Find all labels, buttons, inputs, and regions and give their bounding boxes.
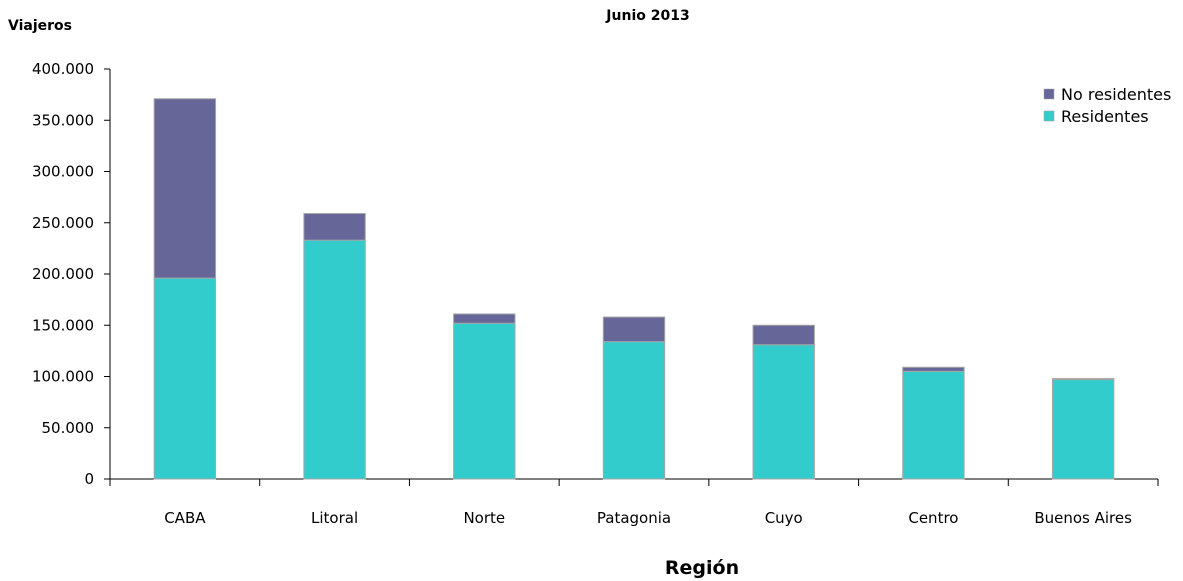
y-tick-label: 350.000 — [32, 111, 94, 129]
x-tick-label: CABA — [164, 509, 206, 527]
x-tick-label: Litoral — [311, 509, 358, 527]
bar-segment — [453, 322, 516, 480]
x-tick-label: Buenos Aires — [1034, 509, 1132, 527]
bar-segment — [303, 239, 366, 480]
y-tick-label: 300.000 — [32, 163, 94, 181]
bar-segment — [153, 277, 217, 480]
x-tick-label: Cuyo — [765, 509, 803, 527]
chart-title: Junio 2013 — [605, 8, 689, 24]
y-tick-label: 0 — [84, 470, 94, 488]
bar-segment — [752, 324, 815, 346]
y-axis: 0 50.000 100.000 150.000 200.000 250.000 300.0… — [32, 60, 111, 488]
y-tick-label: 150.000 — [32, 316, 94, 334]
bar-segment — [902, 370, 965, 480]
bar-segment — [1051, 379, 1115, 480]
y-tick-label: 100.000 — [32, 368, 94, 386]
legend-label: Residentes — [1061, 107, 1149, 126]
x-tick-label: Patagonia — [597, 509, 671, 527]
x-axis-label: Región — [665, 557, 739, 579]
y-axis-label: Viajeros — [8, 18, 72, 34]
legend-swatch — [1043, 88, 1055, 100]
x-axis: CABA Litoral Norte Patagonia Cuyo Centro Bueno… — [109, 478, 1159, 527]
bar-segment — [1051, 378, 1115, 381]
bar-segment — [902, 366, 965, 372]
x-tick-label: Centro — [908, 509, 958, 527]
y-tick-label: 250.000 — [32, 214, 94, 232]
y-tick-label: 200.000 — [32, 265, 94, 283]
legend-swatch — [1043, 110, 1055, 122]
bar-segment — [752, 344, 815, 480]
bars — [153, 98, 1115, 480]
legend: No residentes Residentes — [1043, 85, 1171, 126]
y-tick-label: 50.000 — [42, 419, 95, 437]
legend-label: No residentes — [1061, 85, 1171, 104]
y-tick-label: 400.000 — [32, 60, 94, 78]
bar-segment — [453, 313, 516, 324]
bar-segment — [303, 213, 366, 241]
bar-segment — [602, 316, 666, 343]
bar-segment — [602, 341, 666, 480]
bar-segment — [153, 98, 217, 279]
x-tick-label: Norte — [463, 509, 505, 527]
